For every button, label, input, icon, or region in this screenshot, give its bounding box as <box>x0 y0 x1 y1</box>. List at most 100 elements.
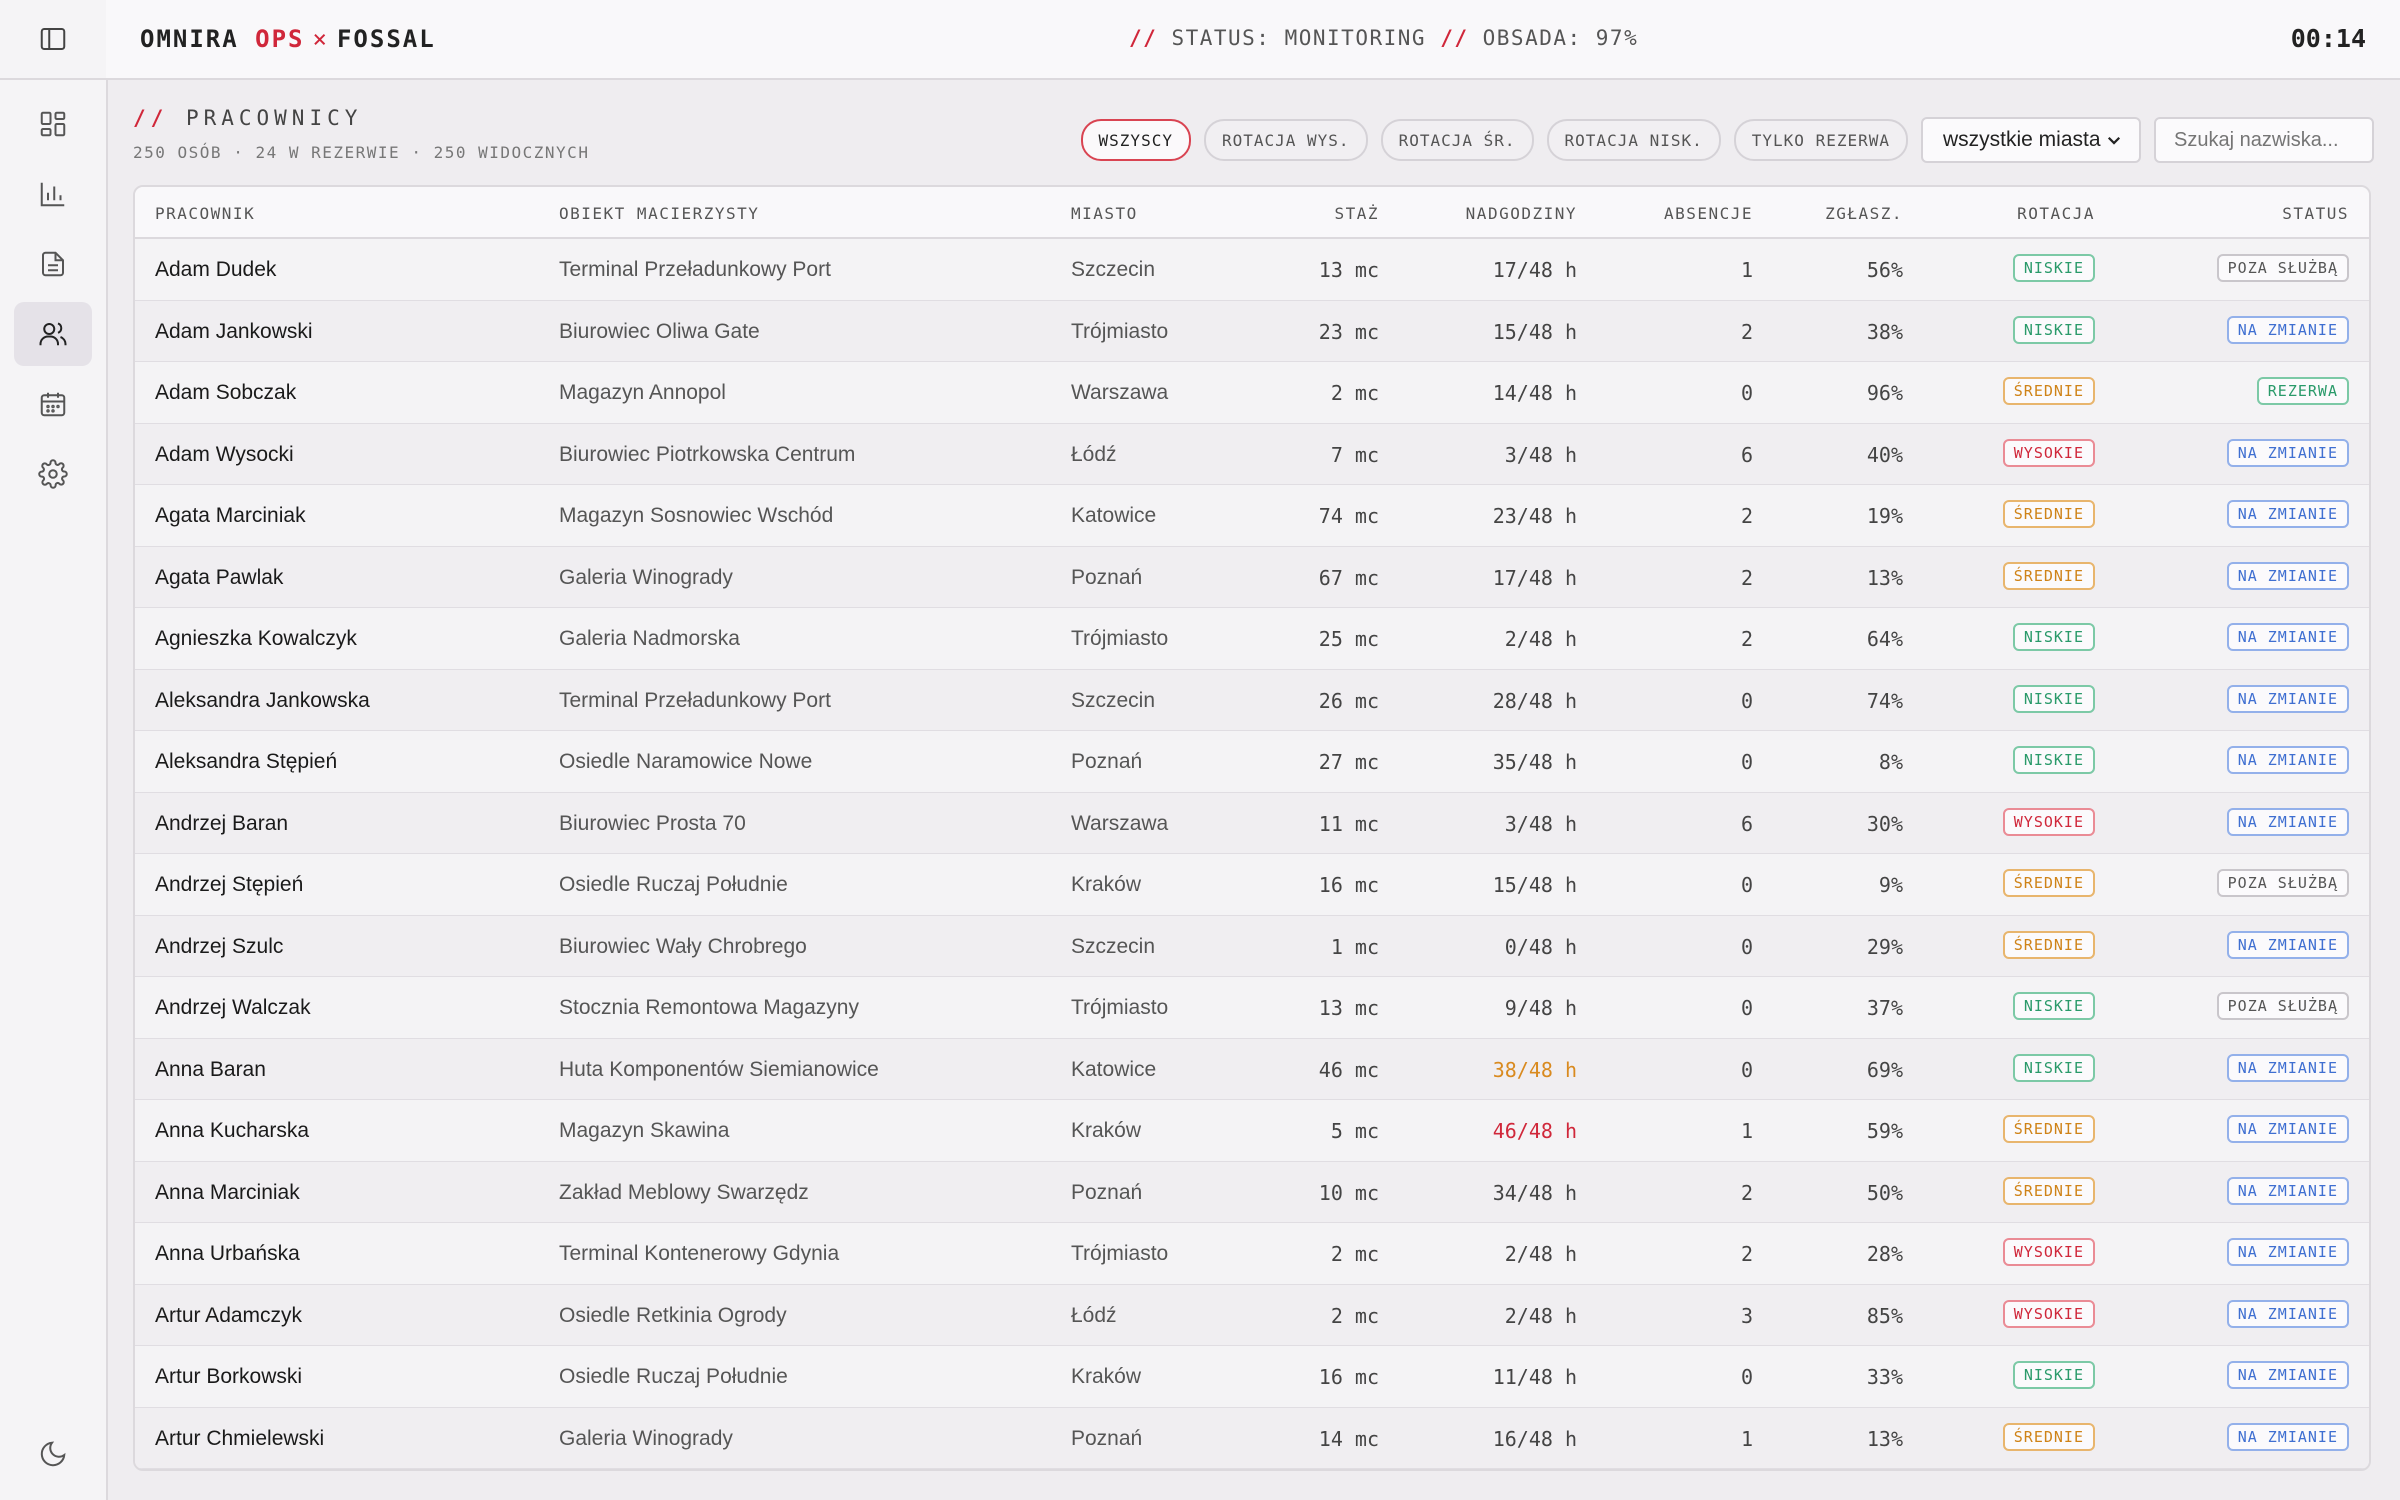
overtime: 0/48 h <box>1504 934 1577 959</box>
nav-reports[interactable] <box>14 162 92 226</box>
overtime: 34/48 h <box>1492 1180 1577 1205</box>
rotation-badge: NISKIE <box>2012 254 2095 282</box>
city: Łódź <box>1071 442 1117 466</box>
nav-employees[interactable] <box>14 302 92 366</box>
table-row[interactable]: Agnieszka Kowalczyk Galeria Nadmorska Trój… <box>135 608 2369 670</box>
table-row[interactable]: Artur Chmielewski Galeria Winogrady Poznań… <box>135 1407 2369 1469</box>
home-site: Osiedle Naramowice Nowe <box>559 750 813 773</box>
employee-name: Anna Urbańska <box>155 1242 300 1265</box>
nav-dashboard[interactable] <box>14 92 92 156</box>
overtime: 15/48 h <box>1492 873 1577 897</box>
col-rotation[interactable]: ROTACJA <box>2017 204 2095 223</box>
table-row[interactable]: Adam Dudek Terminal Przeładunkowy Port Szc… <box>135 239 2369 301</box>
table-row[interactable]: Adam Sobczak Magazyn Annopol Warszawa 2 mc 1… <box>135 362 2369 424</box>
col-reports[interactable]: ZGŁASZ. <box>1825 204 1903 223</box>
brand-name: OMNIRA <box>140 25 239 53</box>
employee-name: Aleksandra Stępień <box>155 750 338 773</box>
city: Łódź <box>1071 1303 1117 1327</box>
city: Szczecin <box>1071 258 1156 281</box>
city: Szczecin <box>1071 934 1156 958</box>
city: Poznań <box>1071 1426 1143 1450</box>
home-site: Biurowiec Oliwa Gate <box>559 319 760 343</box>
overtime: 38/48 h <box>1492 1057 1577 1082</box>
seniority: 16 mc <box>1318 1365 1379 1389</box>
home-site: Biurowiec Prosta 70 <box>559 811 746 835</box>
overtime: 3/48 h <box>1504 811 1577 836</box>
table-row[interactable]: Aleksandra Jankowska Terminal Przeładunko… <box>135 669 2369 731</box>
seniority: 2 mc <box>1330 1303 1379 1328</box>
absences: 0 <box>1740 934 1753 959</box>
table-row[interactable]: Andrzej Stępień Osiedle Ruczaj Południe Kr… <box>135 854 2369 916</box>
rotation-badge: ŚREDNIE <box>2002 1176 2095 1205</box>
table-row[interactable]: Aleksandra Stępień Osiedle Naramowice Now… <box>135 731 2369 793</box>
seniority: 2 mc <box>1330 381 1379 405</box>
table-row[interactable]: Anna Baran Huta Komponentów Siemianowice K… <box>135 1038 2369 1100</box>
reports: 50% <box>1866 1180 1903 1205</box>
city: Szczecin <box>1071 688 1156 712</box>
reports: 96% <box>1866 381 1903 405</box>
table-row[interactable]: Agata Pawlak Galeria Winogrady Poznań 67 mc… <box>135 546 2369 608</box>
reports: 59% <box>1866 1119 1903 1143</box>
theme-toggle-button[interactable] <box>14 1422 92 1486</box>
city-select[interactable]: wszystkie miasta <box>1921 117 2141 163</box>
filter-rotation-mid[interactable]: ROTACJA ŚR. <box>1380 119 1534 161</box>
city: Trójmiasto <box>1071 1242 1169 1265</box>
table-row[interactable]: Andrzej Baran Biurowiec Prosta 70 Warszawa… <box>135 792 2369 854</box>
table-row[interactable]: Adam Jankowski Biurowiec Oliwa Gate Trójmi… <box>135 300 2369 362</box>
absences: 2 <box>1740 1180 1753 1205</box>
table-row[interactable]: Adam Wysocki Biurowiec Piotrkowska Centru… <box>135 423 2369 485</box>
city-select-value: wszystkie miasta <box>1943 128 2101 151</box>
staff-slash: // <box>1440 26 1469 50</box>
table-row[interactable]: Anna Urbańska Terminal Kontenerowy Gdynia… <box>135 1223 2369 1285</box>
sidebar <box>0 0 108 1500</box>
overtime: 2/48 h <box>1504 1242 1577 1266</box>
employee-name: Adam Jankowski <box>155 319 313 343</box>
col-absences[interactable]: ABSENCJE <box>1663 204 1753 223</box>
table-row[interactable]: Andrzej Szulc Biurowiec Wały Chrobrego Szc… <box>135 915 2369 977</box>
home-site: Stocznia Remontowa Magazyny <box>559 996 859 1019</box>
table-row[interactable]: Anna Marciniak Zakład Meblowy Swarzędz Poz… <box>135 1161 2369 1223</box>
overtime: 17/48 h <box>1492 258 1577 282</box>
filter-all[interactable]: WSZYSCY <box>1080 119 1191 161</box>
nav-documents[interactable] <box>14 232 92 296</box>
seniority: 11 mc <box>1318 811 1379 836</box>
col-employee[interactable]: PRACOWNIK <box>155 204 256 223</box>
col-overtime[interactable]: NADGODZINY <box>1465 204 1577 223</box>
table-row[interactable]: Andrzej Walczak Stocznia Remontowa Magazy… <box>135 977 2369 1039</box>
filter-rotation-high[interactable]: ROTACJA WYS. <box>1203 119 1368 161</box>
absences: 0 <box>1740 1365 1753 1389</box>
nav-settings[interactable] <box>14 442 92 506</box>
absences: 2 <box>1740 1242 1753 1266</box>
nav-calendar[interactable] <box>14 372 92 436</box>
filter-rotation-low[interactable]: ROTACJA NISK. <box>1546 119 1721 161</box>
seniority: 74 mc <box>1318 504 1379 528</box>
status-badge: POZA SŁUŻBĄ <box>2216 254 2349 282</box>
status-badge: NA ZMIANIE <box>2226 1361 2349 1389</box>
home-site: Biurowiec Piotrkowska Centrum <box>559 442 856 466</box>
employee-name: Andrzej Stępień <box>155 873 304 896</box>
brand-ops: OPS <box>255 25 305 53</box>
table-row[interactable]: Artur Borkowski Osiedle Ruczaj Południe Kr… <box>135 1346 2369 1408</box>
col-seniority[interactable]: STAŻ <box>1334 204 1379 223</box>
home-site: Huta Komponentów Siemianowice <box>559 1057 879 1081</box>
col-city[interactable]: MIASTO <box>1071 204 1138 223</box>
overtime: 2/48 h <box>1504 627 1577 651</box>
sidebar-toggle-button[interactable] <box>0 0 106 80</box>
employee-name: Andrzej Baran <box>155 811 289 835</box>
rotation-badge: ŚREDNIE <box>2002 930 2095 959</box>
filter-reserve-only[interactable]: TYLKO REZERWA <box>1733 119 1908 161</box>
moon-icon <box>40 1441 66 1467</box>
table-row[interactable]: Anna Kucharska Magazyn Skawina Kraków 5 mc 4… <box>135 1100 2369 1162</box>
city: Poznań <box>1071 750 1143 773</box>
search-input[interactable] <box>2154 117 2374 163</box>
col-status[interactable]: STATUS <box>2282 204 2349 223</box>
reports: 29% <box>1866 934 1903 959</box>
col-home-site[interactable]: OBIEKT MACIERZYSTY <box>559 204 760 223</box>
home-site: Osiedle Ruczaj Południe <box>559 873 788 896</box>
city: Warszawa <box>1071 811 1169 835</box>
table-row[interactable]: Agata Marciniak Magazyn Sosnowiec Wschód K… <box>135 485 2369 547</box>
home-site: Terminal Przeładunkowy Port <box>559 258 831 281</box>
overtime: 14/48 h <box>1492 381 1577 405</box>
table-row[interactable]: Artur Adamczyk Osiedle Retkinia Ogrody Łód… <box>135 1284 2369 1346</box>
absences: 6 <box>1740 811 1753 836</box>
